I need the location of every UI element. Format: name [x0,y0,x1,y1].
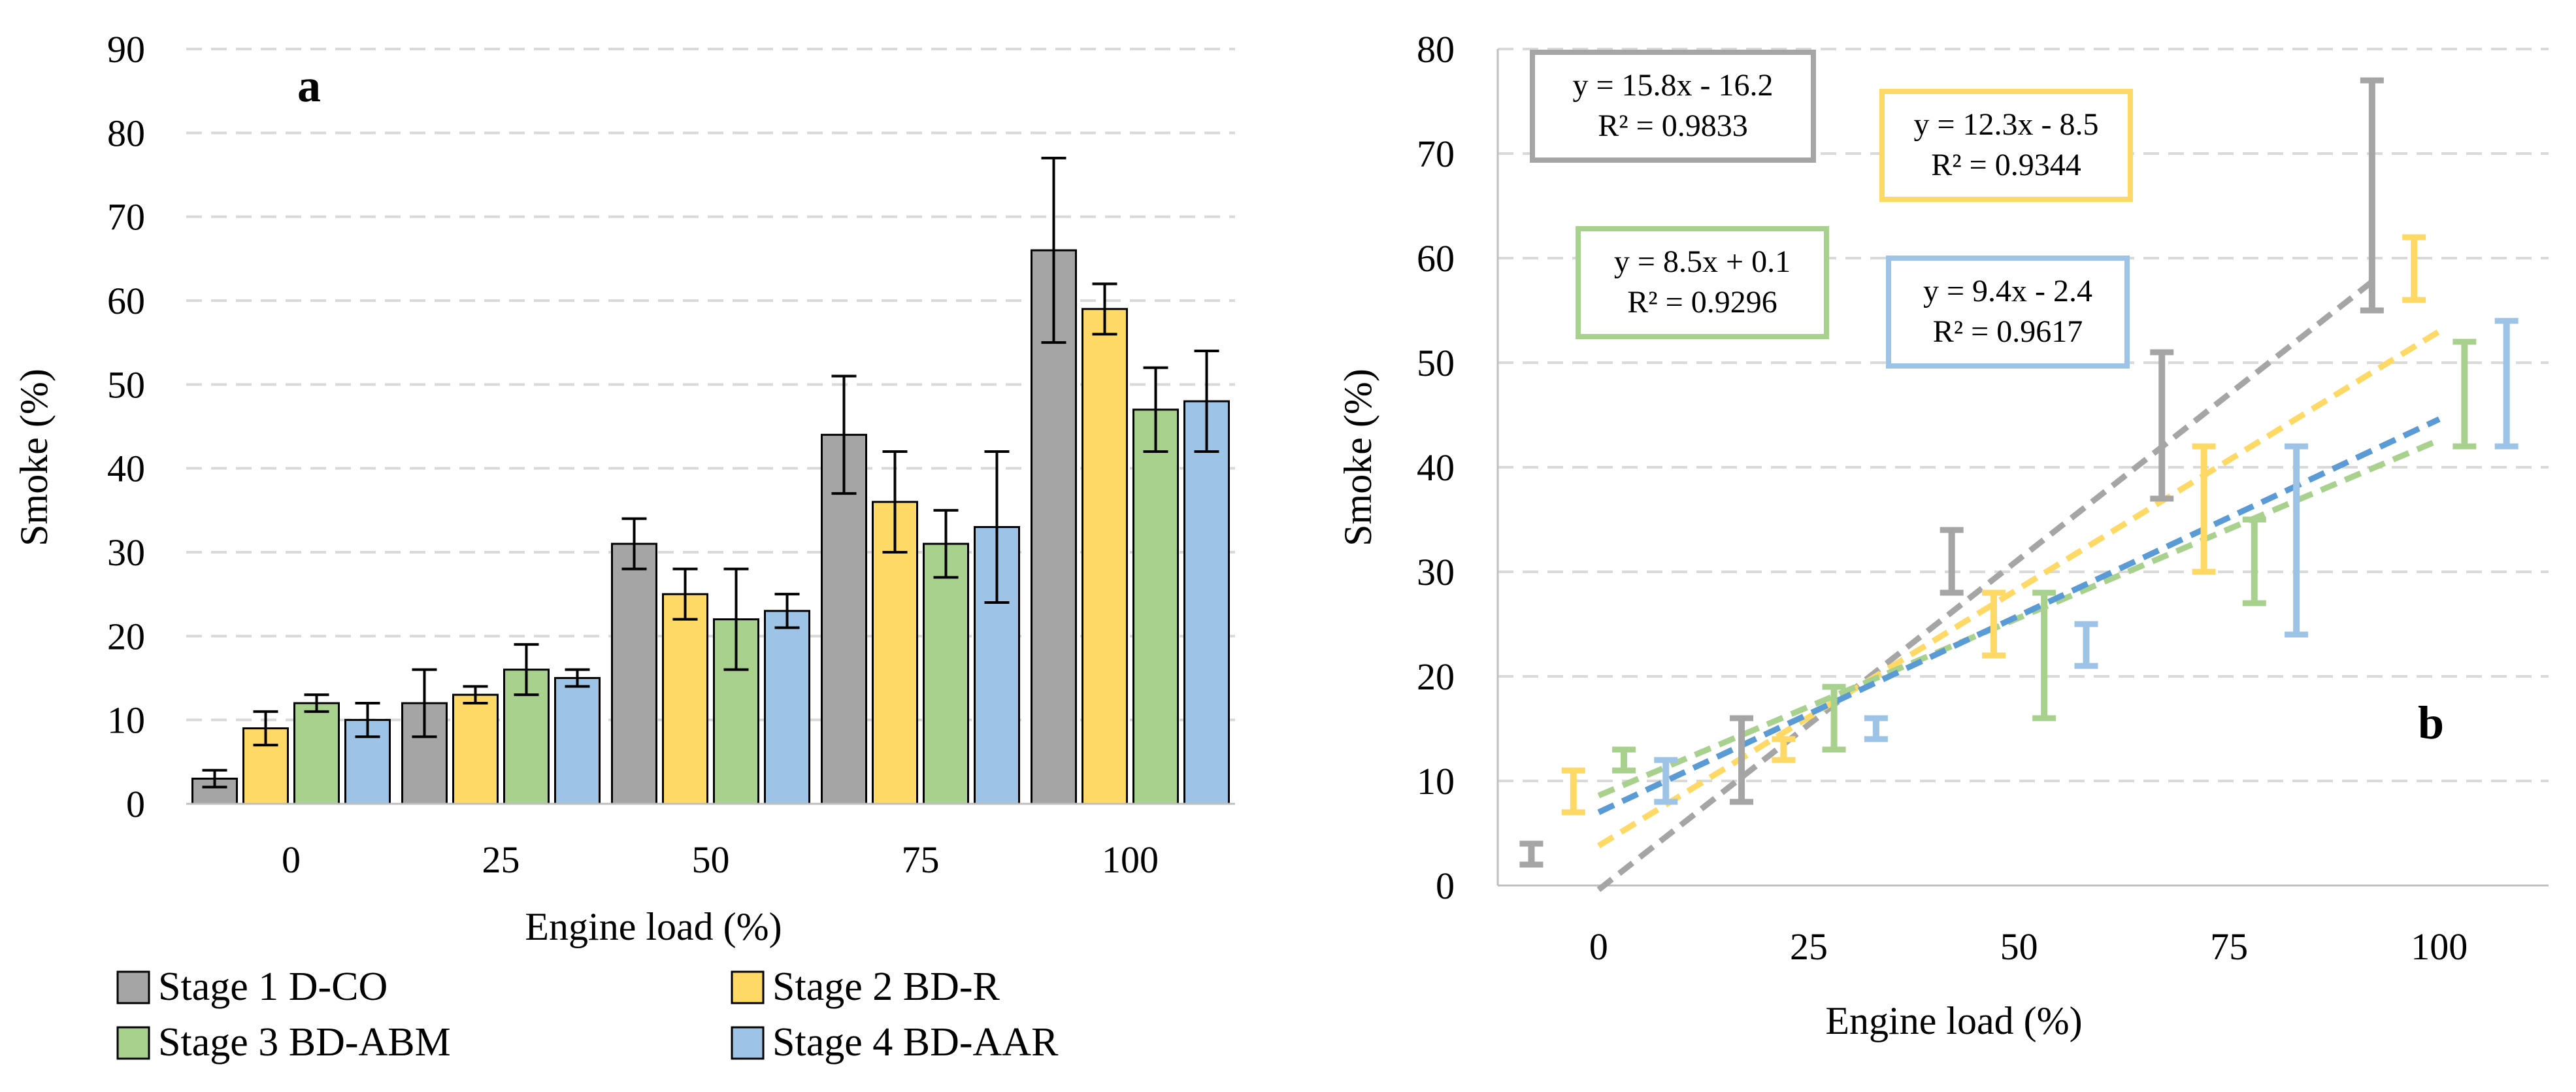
panel-a-label: a [297,59,321,112]
panel-b-y-ticks: 0 10 20 30 40 50 60 70 80 [1417,28,1455,907]
legend-swatch-stage-4-bd-aar [731,1026,765,1060]
r2-text-stage-2-bd-r: R² = 0.9344 [1931,148,2081,182]
trendline-stage-2-bd-r [1597,329,2441,849]
panel-a-y-tick-label: 10 [107,699,145,742]
bar-stage-2-bd-r-50 [662,593,708,805]
legend-label-stage-2-bd-r: Stage 2 BD-R [772,965,1000,1009]
panel-b-x-axis-title: Engine load (%) [1825,999,2082,1042]
panel-a-x-tick-label: 0 [282,838,301,881]
bar-stage-4-bd-aar-25 [554,677,601,805]
panel-a-y-axis-title: Smoke (%) [12,369,56,546]
panel-b-x-tick-label: 75 [2210,925,2248,968]
panel-a-x-tick-label: 50 [692,838,730,881]
panel-a-y-tick-label: 0 [126,783,145,825]
legend-label-stage-4-bd-aar: Stage 4 BD-AAR [772,1020,1059,1065]
panel-a-chart: 0 10 20 30 40 50 60 70 80 90 0 25 50 75 100 a Engine … [12,28,1235,1065]
panel-a-bars [191,156,1230,805]
bar-stage-3-bd-abm-0 [293,702,340,805]
panel-b-y-tick-label: 60 [1417,237,1455,280]
panel-b-y-tick-label: 80 [1417,28,1455,71]
legend-label-stage-3-bd-abm: Stage 3 BD-ABM [158,1020,451,1065]
bar-stage-2-bd-r-100 [1082,308,1128,805]
panel-a-x-ticks: 0 25 50 75 100 [282,838,1159,881]
trendline-stage-3-bd-abm [1597,437,2441,799]
panel-b-x-tick-label: 25 [1790,925,1828,968]
panel-a-y-tick-label: 90 [107,28,145,71]
legend-swatch-stage-2-bd-r [731,970,765,1004]
panel-b-y-tick-label: 10 [1417,760,1455,802]
panel-a-y-ticks: 0 10 20 30 40 50 60 70 80 90 [107,28,145,825]
panel-b-y-tick-label: 0 [1436,865,1455,907]
panel-a-y-tick-label: 30 [107,531,145,574]
panel-a-legend: Stage 1 D-CO Stage 2 BD-R Stage 3 BD-ABM St… [116,965,1059,1065]
panel-a-y-tick-label: 20 [107,615,145,657]
legend-swatch-stage-3-bd-abm [116,1026,150,1060]
panel-b-x-tick-label: 50 [2000,925,2038,968]
panel-b-chart: 0 10 20 30 40 50 60 70 80 0 25 50 75 100 y = 15.8x -… [1336,28,2549,1042]
panel-a-x-axis-title: Engine load (%) [525,905,782,948]
bar-stage-4-bd-aar-100 [1183,400,1230,805]
panel-a-gridlines [186,48,1235,721]
panel-a-y-tick-label: 50 [107,363,145,406]
bar-stage-1-d-co-50 [611,542,657,805]
panel-b-y-tick-label: 40 [1417,446,1455,489]
panel-a-x-tick-label: 25 [482,838,520,881]
panel-a-y-tick-label: 40 [107,448,145,490]
bar-stage-1-d-co-75 [821,433,867,805]
equation-box-stage-4-bd-aar [1886,256,2130,369]
equation-box-stage-2-bd-r [1879,89,2133,202]
panel-b-error-bars [1519,77,2518,868]
r2-text-stage-1-d-co: R² = 0.9833 [1598,108,1747,143]
equation-text-stage-4-bd-aar: y = 9.4x - 2.4 [1923,274,2092,308]
panel-b-y-tick-label: 70 [1417,133,1455,175]
equation-text-stage-2-bd-r: y = 12.3x - 8.5 [1913,107,2098,142]
r2-text-stage-4-bd-aar: R² = 0.9617 [1933,314,2083,349]
r2-text-stage-3-bd-abm: R² = 0.9296 [1627,285,1777,320]
panel-b-y-tick-label: 50 [1417,342,1455,384]
panel-b-y-tick-label: 20 [1417,655,1455,698]
equation-text-stage-1-d-co: y = 15.8x - 16.2 [1572,68,1773,103]
panel-b-label: b [2418,697,2444,749]
panel-a-x-tick-label: 75 [902,838,940,881]
bar-stage-4-bd-aar-50 [764,610,810,805]
equation-box-stage-3-bd-abm [1576,226,1829,339]
equation-box-stage-1-d-co [1530,50,1816,163]
panel-b-x-tick-label: 100 [2411,925,2468,968]
panel-a-x-tick-label: 100 [1102,838,1159,881]
panel-a-y-tick-label: 80 [107,112,145,154]
panel-b-y-tick-label: 30 [1417,551,1455,593]
bar-stage-2-bd-r-25 [452,693,499,805]
trendline-stage-1-d-co [1596,279,2374,892]
equation-text-stage-3-bd-abm: y = 8.5x + 0.1 [1614,244,1791,279]
panel-b-trendlines [1596,279,2441,892]
panel-b-x-tick-label: 0 [1589,925,1608,968]
panel-a-y-tick-label: 70 [107,196,145,239]
bar-stage-3-bd-abm-100 [1132,408,1179,805]
legend-swatch-stage-1-d-co [116,970,150,1004]
bar-stage-3-bd-abm-75 [923,542,969,805]
panel-b-x-ticks: 0 25 50 75 100 [1589,925,2468,968]
panel-b-y-axis-title: Smoke (%) [1336,369,1379,546]
legend-label-stage-1-d-co: Stage 1 D-CO [158,965,388,1009]
panel-b-equations: y = 15.8x - 16.2 R² = 0.9833 y = 12.3x - 8… [1530,50,2133,369]
panel-a-y-tick-label: 60 [107,280,145,322]
